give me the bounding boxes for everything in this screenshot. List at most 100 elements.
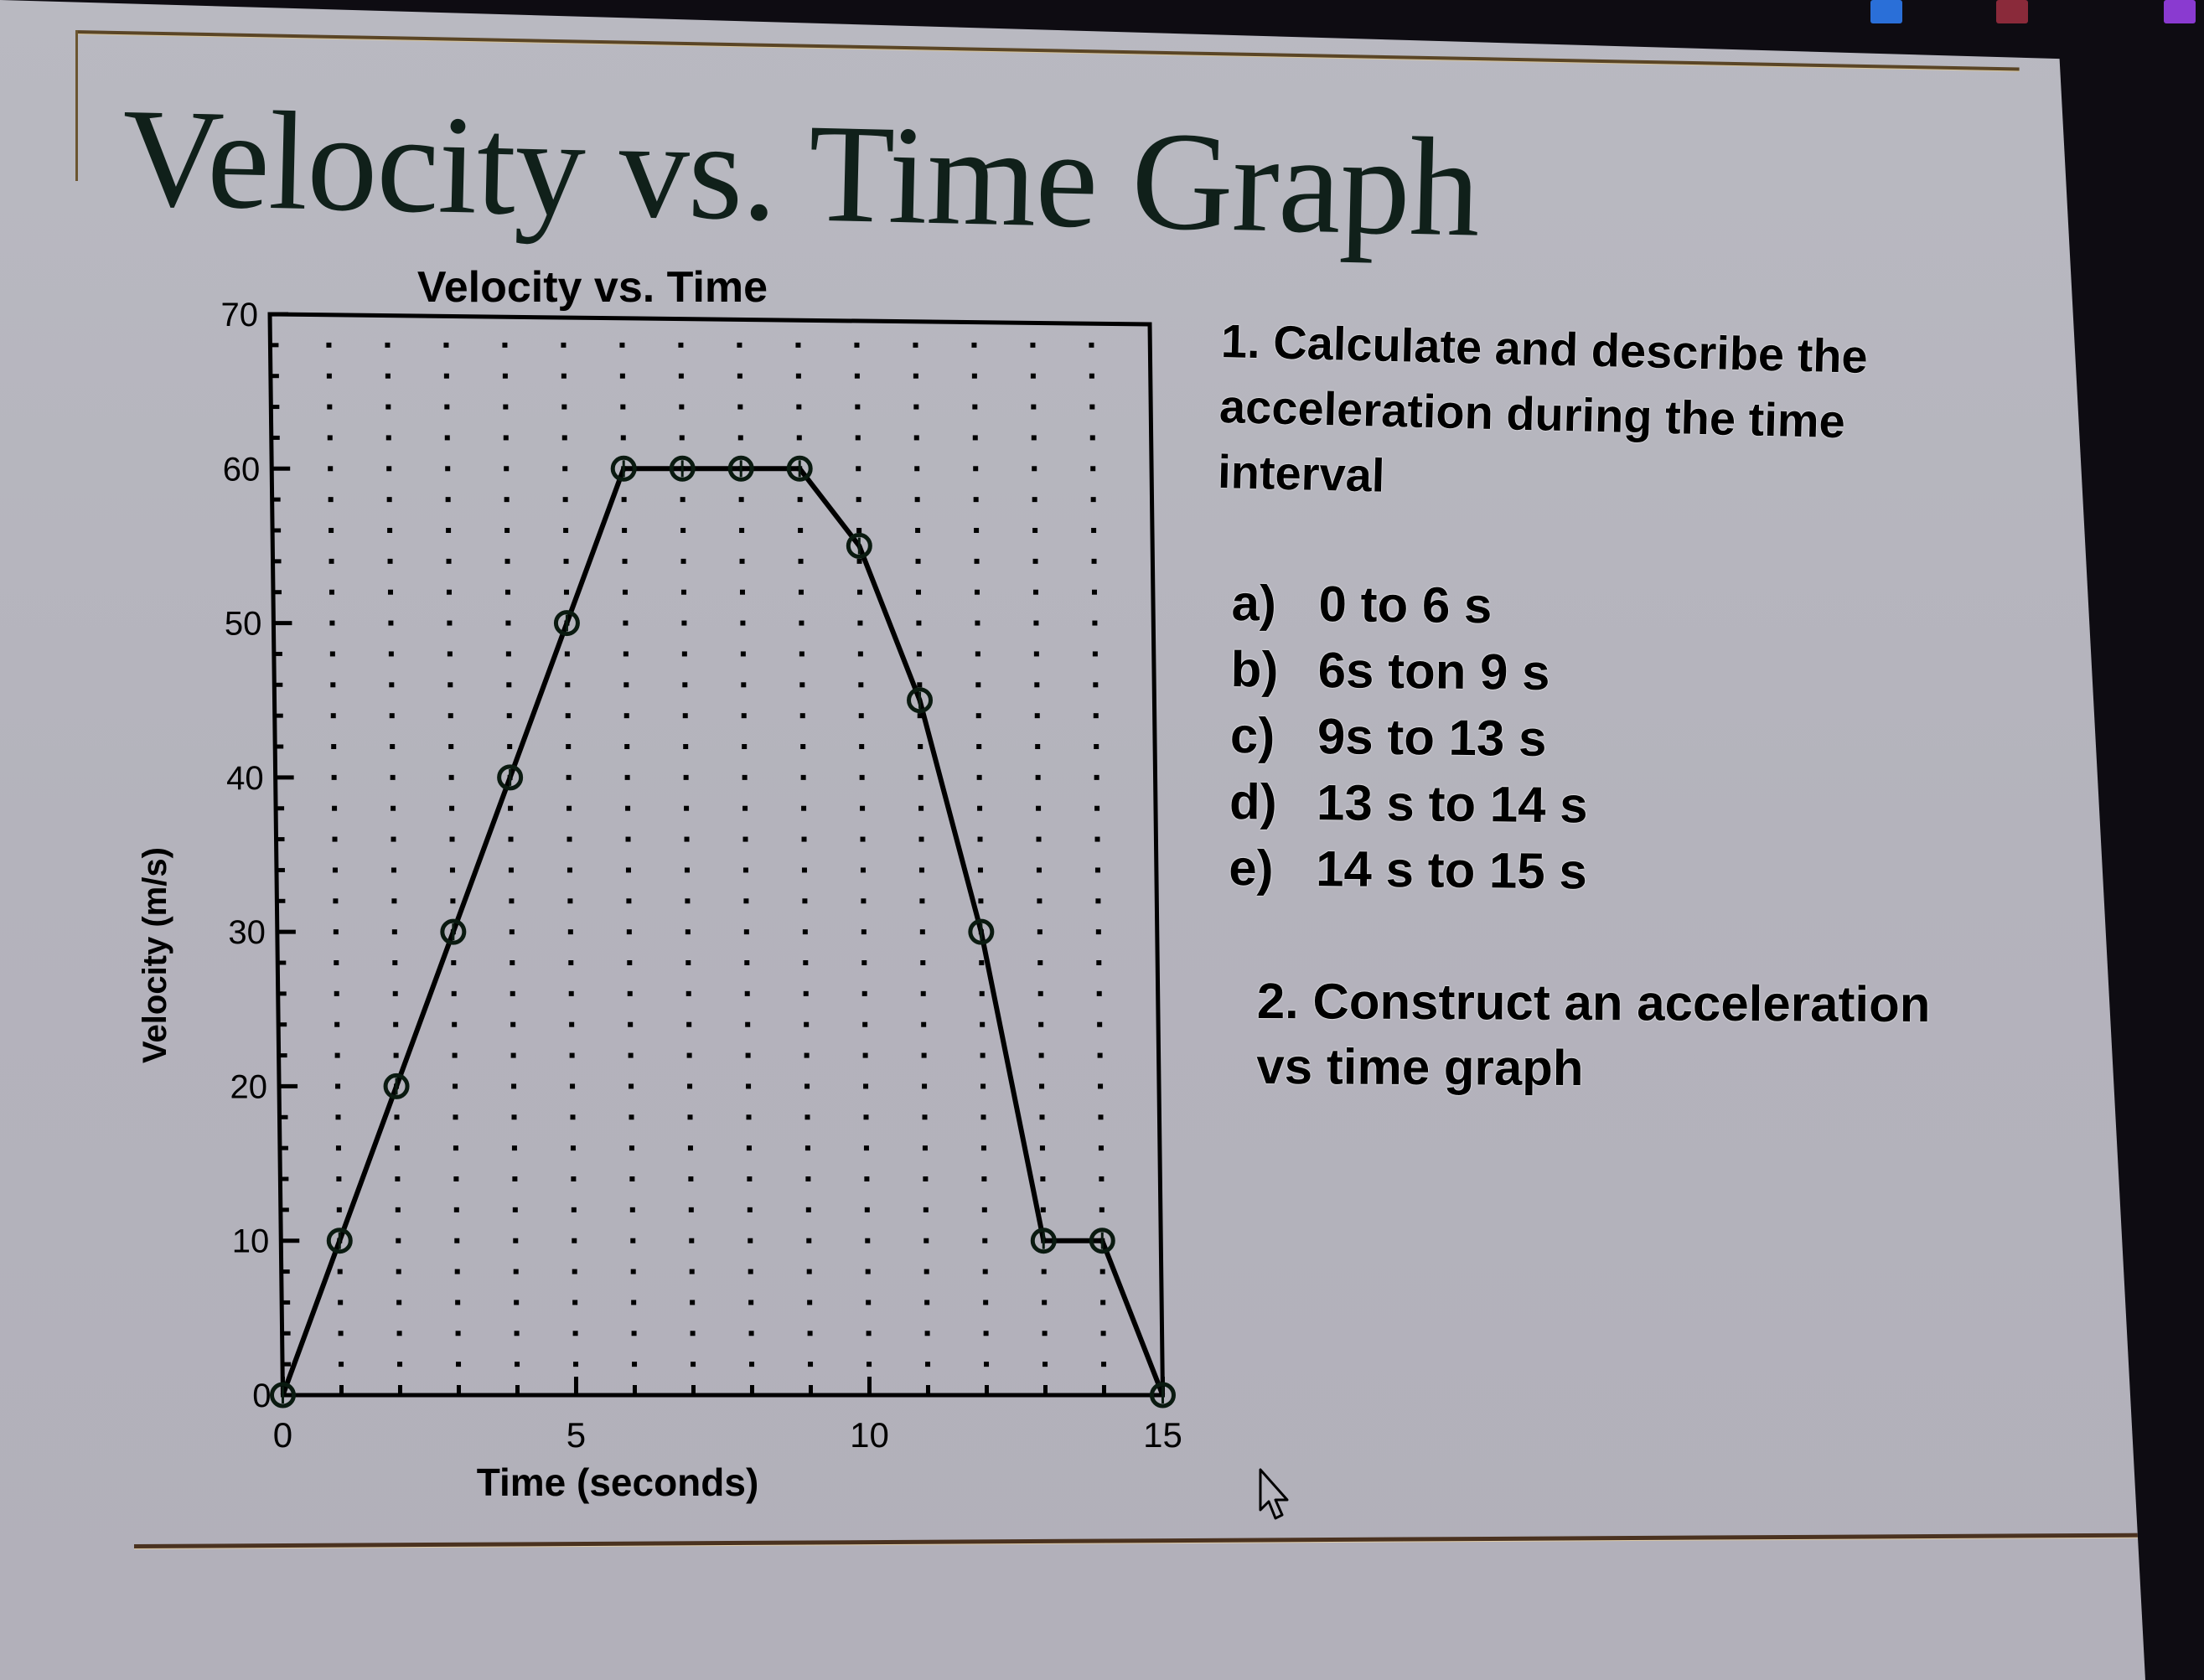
grid-dot xyxy=(914,466,920,472)
grid-dot xyxy=(978,898,984,904)
grid-dot xyxy=(1098,1083,1104,1089)
mouse-pointer-icon xyxy=(1259,1468,1289,1520)
grid-dot xyxy=(861,898,867,904)
question-2-line: 2. Construct an acceleration xyxy=(1256,972,1931,1033)
grid-dot xyxy=(685,929,691,935)
grid-dot xyxy=(451,960,457,965)
grid-dot xyxy=(391,805,396,811)
grid-dot xyxy=(857,651,863,657)
grid-dot xyxy=(1089,435,1095,441)
grid-dot xyxy=(973,466,979,472)
grid-dot xyxy=(795,373,801,379)
grid-dot xyxy=(393,1021,399,1027)
grid-dot xyxy=(980,1114,986,1120)
grid-dot xyxy=(863,1083,869,1089)
y-tick-label: 0 xyxy=(252,1378,271,1414)
interval-item-c: c) 9s to 13 s xyxy=(1230,702,1589,772)
grid-dot xyxy=(867,1362,872,1367)
grid-dot xyxy=(1094,744,1099,749)
grid-dot xyxy=(799,682,805,688)
app-icon-purple[interactable] xyxy=(2164,0,2196,23)
grid-dot xyxy=(386,497,392,503)
grid-dot xyxy=(329,558,334,564)
grid-dot xyxy=(391,898,397,904)
grid-dot xyxy=(974,528,980,533)
grid-dot xyxy=(564,651,570,657)
grid-dot xyxy=(509,929,515,935)
grid-dot xyxy=(453,1145,458,1151)
grid-dot xyxy=(506,713,512,719)
grid-dot xyxy=(975,620,980,626)
grid-dot xyxy=(748,1238,753,1243)
grid-dot xyxy=(1042,1300,1048,1305)
grid-dot xyxy=(455,1300,461,1305)
question-1: 1. Calculate and describe the accelerati… xyxy=(1217,308,1868,520)
grid-dot xyxy=(979,960,985,965)
grid-dot xyxy=(801,836,807,842)
grid-dot xyxy=(984,1362,990,1367)
grid-dot xyxy=(914,497,920,503)
grid-dot xyxy=(328,497,334,503)
data-point-marker xyxy=(440,918,467,945)
grid-dot xyxy=(678,373,684,379)
grid-dot xyxy=(1101,1362,1107,1367)
grid-dot xyxy=(508,836,514,842)
grid-dot xyxy=(510,990,515,996)
grid-dot xyxy=(621,497,627,503)
grid-dot xyxy=(453,1176,459,1181)
y-tick-label: 50 xyxy=(225,606,262,643)
grid-dot xyxy=(624,774,630,780)
grid-dot xyxy=(741,713,747,719)
app-icon-red[interactable] xyxy=(1996,0,2028,23)
grid-dot xyxy=(445,497,451,503)
grid-dot xyxy=(396,1269,401,1274)
grid-dot xyxy=(1035,774,1041,780)
grid-dot xyxy=(571,1176,577,1181)
grid-dot xyxy=(335,1145,341,1151)
grid-dot xyxy=(854,342,860,348)
grid-dot xyxy=(453,1083,458,1089)
grid-dot xyxy=(448,682,453,688)
grid-dot xyxy=(806,1238,812,1243)
grid-dot xyxy=(570,1114,576,1120)
grid-dot xyxy=(567,805,572,811)
grid-dot xyxy=(447,651,453,657)
grid-dot xyxy=(1092,651,1098,657)
interval-item-a: a) 0 to 6 s xyxy=(1231,570,1590,639)
data-point-marker xyxy=(497,764,524,791)
grid-dot xyxy=(632,1362,638,1367)
grid-dot xyxy=(337,1269,343,1274)
grid-dot xyxy=(334,1052,340,1058)
grid-dot xyxy=(678,342,684,348)
data-point-marker xyxy=(553,610,580,637)
grid-dot xyxy=(798,558,804,564)
grid-dot xyxy=(395,1176,401,1181)
grid-dot xyxy=(629,1207,635,1212)
grid-dot xyxy=(982,1269,988,1274)
grid-dot xyxy=(974,558,980,564)
grid-dot xyxy=(448,774,454,780)
grid-dot xyxy=(565,713,571,719)
grid-dot xyxy=(573,1362,579,1367)
grid-dot xyxy=(396,1331,402,1336)
grid-dot xyxy=(688,1207,694,1212)
grid-dot xyxy=(508,805,514,811)
app-icon-blue[interactable] xyxy=(1870,0,1902,23)
grid-dot xyxy=(864,1207,870,1212)
grid-dot xyxy=(689,1238,695,1243)
grid-dot xyxy=(394,1114,400,1120)
grid-dot xyxy=(620,435,626,441)
grid-dot xyxy=(335,1083,341,1089)
grid-dot xyxy=(972,435,978,441)
grid-dot xyxy=(971,373,977,379)
grid-dot xyxy=(681,651,687,657)
grid-dot xyxy=(623,620,629,626)
grid-dot xyxy=(739,558,745,564)
grid-dot xyxy=(682,713,688,719)
grid-dot xyxy=(449,836,455,842)
grid-dot xyxy=(331,744,337,749)
grid-dot xyxy=(385,435,391,441)
grid-dot xyxy=(745,1021,751,1027)
grid-dot xyxy=(980,1083,986,1089)
grid-dot xyxy=(329,528,334,533)
